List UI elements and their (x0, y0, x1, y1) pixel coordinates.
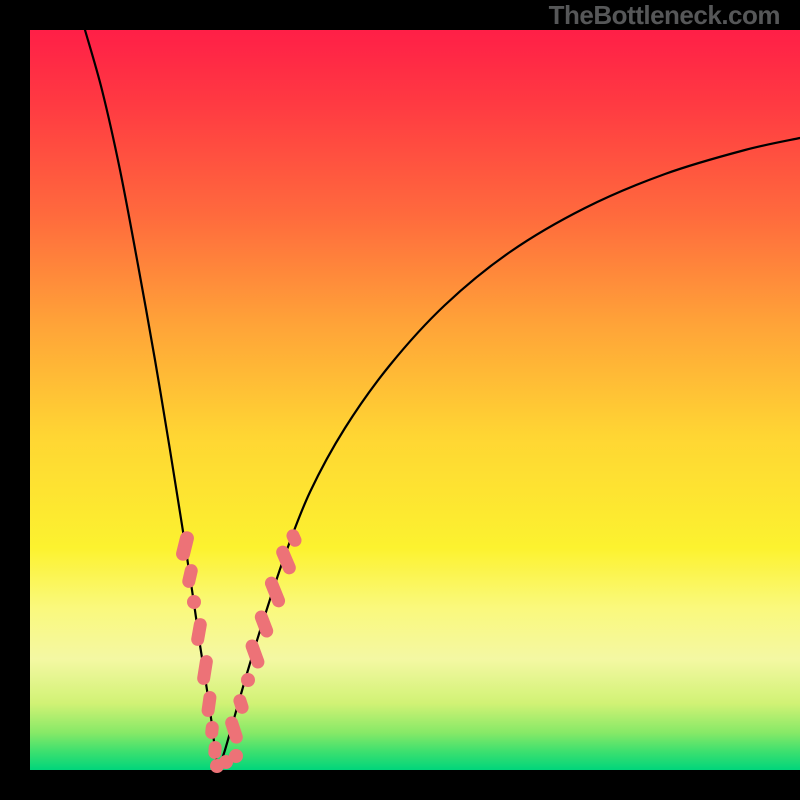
data-marker (190, 617, 208, 647)
data-marker (187, 595, 201, 609)
data-marker (181, 563, 199, 589)
data-marker (241, 673, 255, 687)
data-marker (196, 654, 214, 686)
data-marker (208, 741, 222, 760)
data-marker (205, 720, 220, 739)
bottleneck-curve (30, 30, 800, 770)
data-marker (229, 749, 243, 763)
data-marker (244, 638, 266, 671)
data-marker (201, 690, 217, 718)
data-marker (274, 544, 298, 577)
plot-area (30, 30, 800, 770)
data-marker (232, 692, 251, 715)
data-marker (253, 609, 275, 640)
watermark-text: TheBottleneck.com (549, 0, 780, 31)
data-marker (263, 575, 287, 610)
data-marker (175, 530, 196, 562)
data-markers (175, 527, 304, 773)
outer-frame (0, 0, 800, 800)
